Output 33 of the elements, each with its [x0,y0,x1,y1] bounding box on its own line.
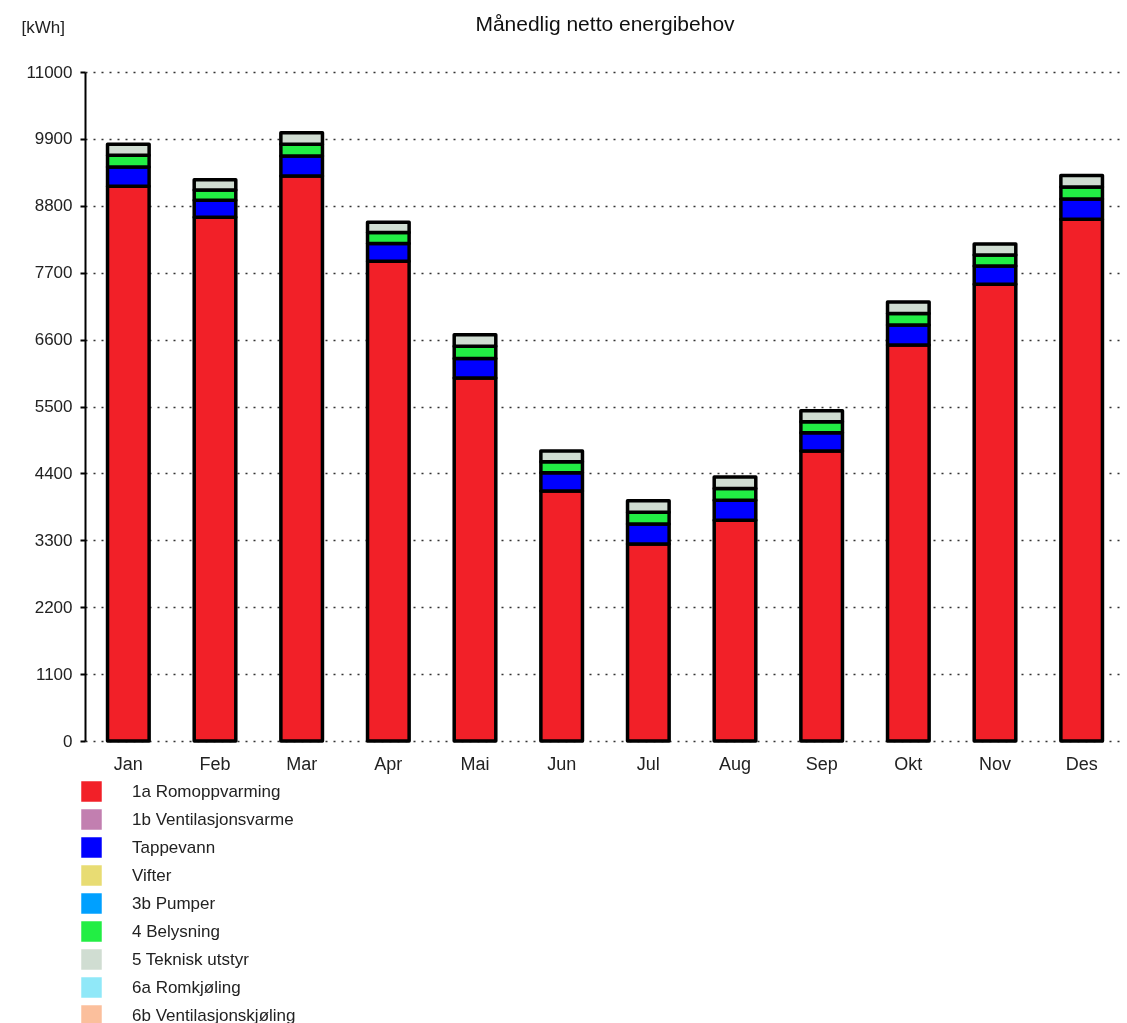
x-tick-label: Sep [805,753,838,774]
y-tick-label: 3300 [34,530,73,550]
legend-label: 5 Teknisk utstyr [132,949,250,969]
x-tick-label: Okt [894,753,923,774]
x-tick-label: Feb [199,753,231,774]
y-tick-label: 1100 [35,664,73,684]
y-tick-label: 9900 [34,129,73,149]
legend-label: Tappevann [132,837,216,857]
legend-label: 6a Romkjøling [132,977,241,997]
x-tick-label: Apr [374,753,403,774]
y-tick-label: 11000 [26,62,73,82]
chart-title: Månedlig netto energibehov [474,12,736,36]
legend-label: 3b Pumper [132,893,216,913]
x-tick-label: Jun [547,753,577,774]
x-tick-label: Jul [636,753,660,774]
x-tick-label: Mar [286,753,318,774]
legend-label: 4 Belysning [132,921,220,941]
y-tick-label: 6600 [34,330,73,350]
y-tick-label: 0 [63,731,73,751]
legend-label: 1a Romoppvarming [132,781,281,801]
y-tick-label: 8800 [34,196,73,216]
y-axis-title: [kWh] [21,17,65,37]
y-tick-label: 7700 [34,263,73,283]
x-tick-label: Mai [460,753,490,774]
x-tick-label: Aug [718,753,752,774]
x-tick-label: Nov [978,753,1012,774]
legend-label: Vifter [132,865,172,885]
x-tick-label: Jan [113,753,143,774]
legend-label: 1b Ventilasjonsvarme [132,809,294,829]
y-tick-label: 5500 [34,397,73,416]
y-tick-label: 2200 [34,597,73,617]
x-tick-label: Des [1065,753,1098,774]
y-tick-label: 4400 [34,463,73,483]
